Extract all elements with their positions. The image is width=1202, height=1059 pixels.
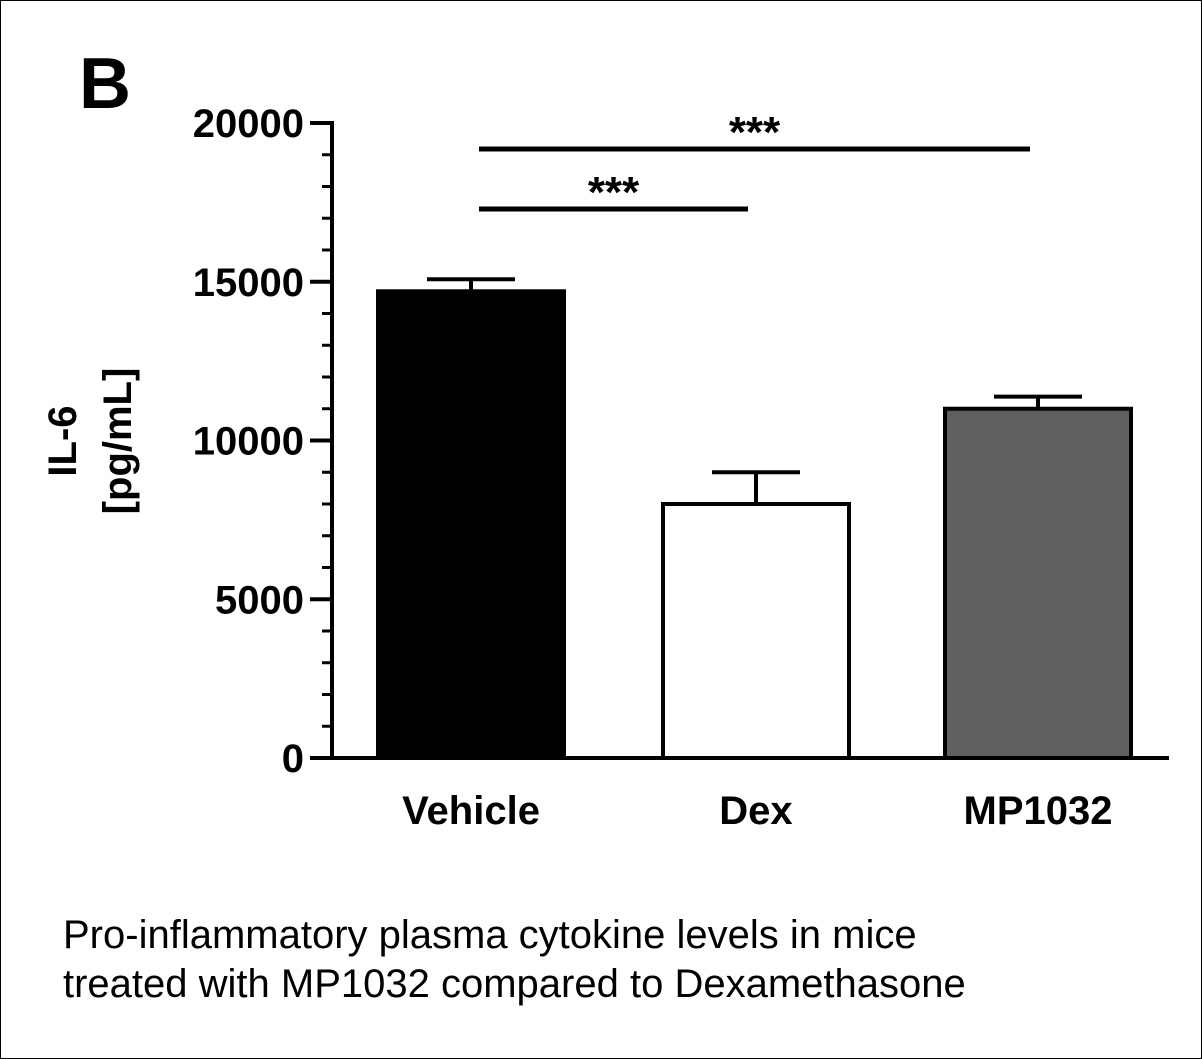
y-axis: 0 5000 10000 15000 20000 (193, 102, 334, 781)
bar-chart: B IL-6 [pg/mL] 0 5000 10000 15000 20000 Vehi… (41, 44, 1169, 833)
significance-label: *** (729, 108, 781, 157)
figure-caption: Pro-inflammatory plasma cytokine levels … (63, 911, 1183, 1009)
x-tick-label: MP1032 (964, 789, 1113, 833)
x-tick-label: Vehicle (402, 789, 540, 833)
y-tick-label: 10000 (193, 420, 304, 464)
significance-label: *** (588, 168, 640, 217)
caption-line-1: Pro-inflammatory plasma cytokine levels … (63, 913, 917, 957)
bars (376, 277, 1133, 760)
x-tick-label: Dex (719, 789, 792, 833)
y-tick-label: 20000 (193, 102, 304, 146)
y-axis-title-line2: [pg/mL] (96, 368, 140, 515)
bar-vehicle (376, 289, 566, 760)
caption-line-2: treated with MP1032 compared to Dexameth… (63, 962, 966, 1006)
y-axis-title-line1: IL-6 (41, 405, 85, 476)
y-axis-title: IL-6 [pg/mL] (41, 368, 140, 515)
y-tick-label: 0 (282, 737, 304, 781)
y-tick-label: 5000 (215, 578, 304, 622)
significance-brackets: *** *** (479, 108, 1030, 217)
bar-mp1032 (943, 406, 1133, 760)
y-tick-label: 15000 (193, 261, 304, 305)
panel-label: B (79, 44, 131, 124)
bar-dex (661, 502, 851, 760)
x-axis: Vehicle Dex MP1032 (330, 756, 1169, 833)
